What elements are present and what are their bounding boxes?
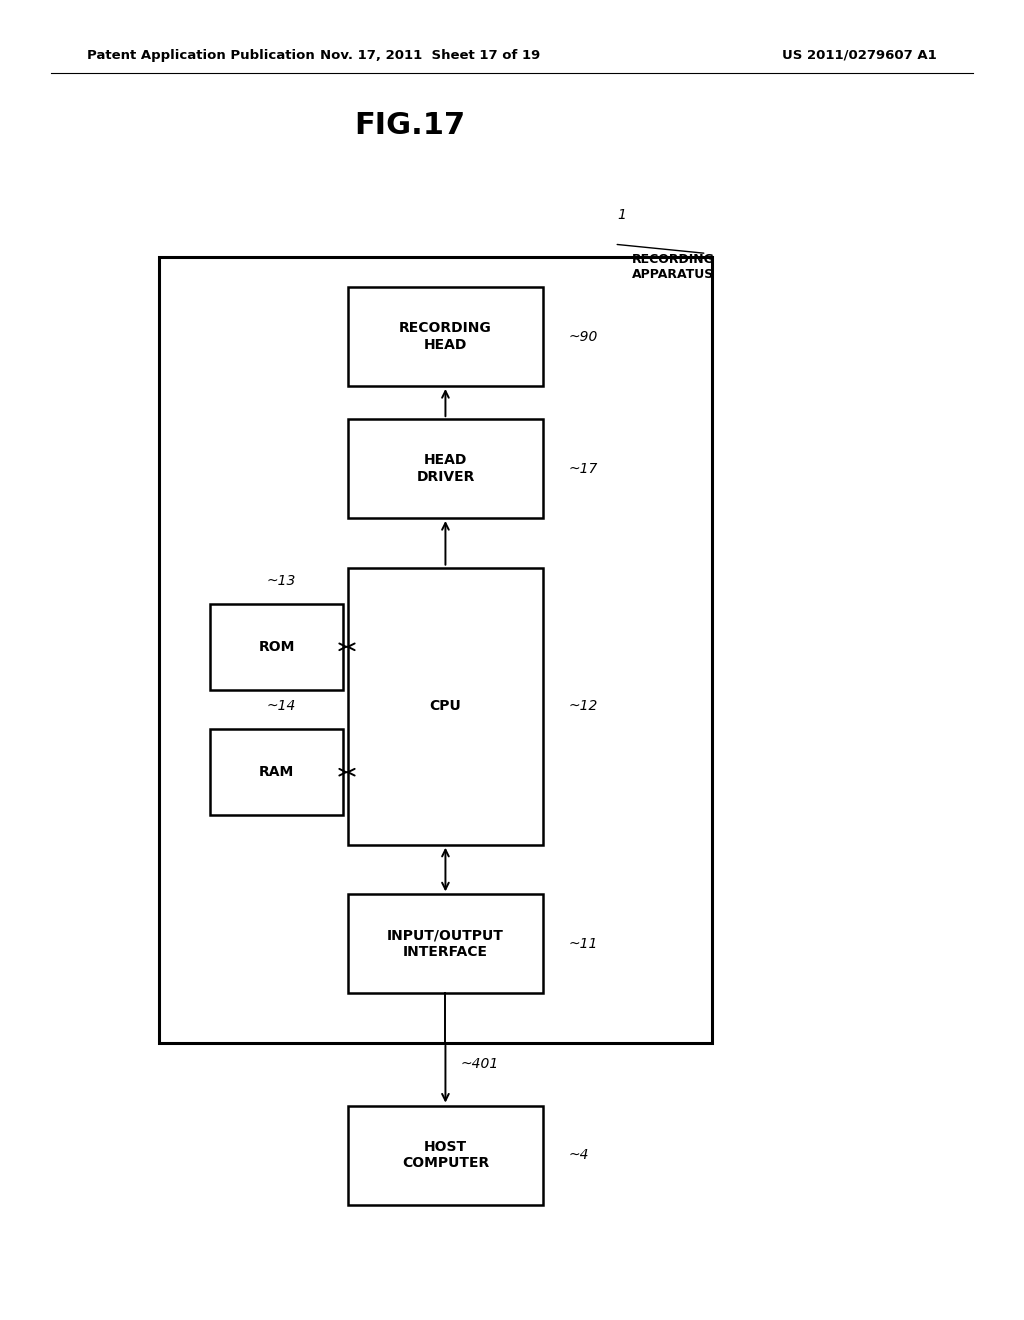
- Bar: [348, 418, 543, 517]
- Text: ~90: ~90: [568, 330, 598, 343]
- Text: RECORDING
APPARATUS: RECORDING APPARATUS: [632, 253, 715, 281]
- Text: RECORDING
HEAD: RECORDING HEAD: [399, 322, 492, 351]
- Bar: [210, 605, 343, 689]
- Text: HOST
COMPUTER: HOST COMPUTER: [401, 1140, 489, 1170]
- Text: ~14: ~14: [266, 700, 296, 713]
- Text: ~4: ~4: [568, 1148, 589, 1162]
- Text: ~17: ~17: [568, 462, 598, 475]
- Bar: [348, 288, 543, 385]
- Text: ~11: ~11: [568, 937, 598, 950]
- Bar: [348, 1106, 543, 1204]
- Text: CPU: CPU: [429, 700, 462, 713]
- Text: FIG.17: FIG.17: [354, 111, 465, 140]
- Text: ROM: ROM: [258, 640, 295, 653]
- Text: INPUT/OUTPUT
INTERFACE: INPUT/OUTPUT INTERFACE: [387, 929, 504, 958]
- Bar: [159, 257, 712, 1043]
- Text: Patent Application Publication: Patent Application Publication: [87, 49, 314, 62]
- Bar: [210, 729, 343, 814]
- Text: Nov. 17, 2011  Sheet 17 of 19: Nov. 17, 2011 Sheet 17 of 19: [319, 49, 541, 62]
- Text: ~13: ~13: [266, 574, 296, 589]
- Text: ~12: ~12: [568, 700, 598, 713]
- Text: 1: 1: [617, 207, 627, 222]
- Text: RAM: RAM: [259, 766, 294, 779]
- Text: ~401: ~401: [461, 1056, 499, 1071]
- Bar: [348, 568, 543, 845]
- Text: HEAD
DRIVER: HEAD DRIVER: [416, 454, 475, 483]
- Text: US 2011/0279607 A1: US 2011/0279607 A1: [782, 49, 937, 62]
- Bar: [348, 895, 543, 993]
